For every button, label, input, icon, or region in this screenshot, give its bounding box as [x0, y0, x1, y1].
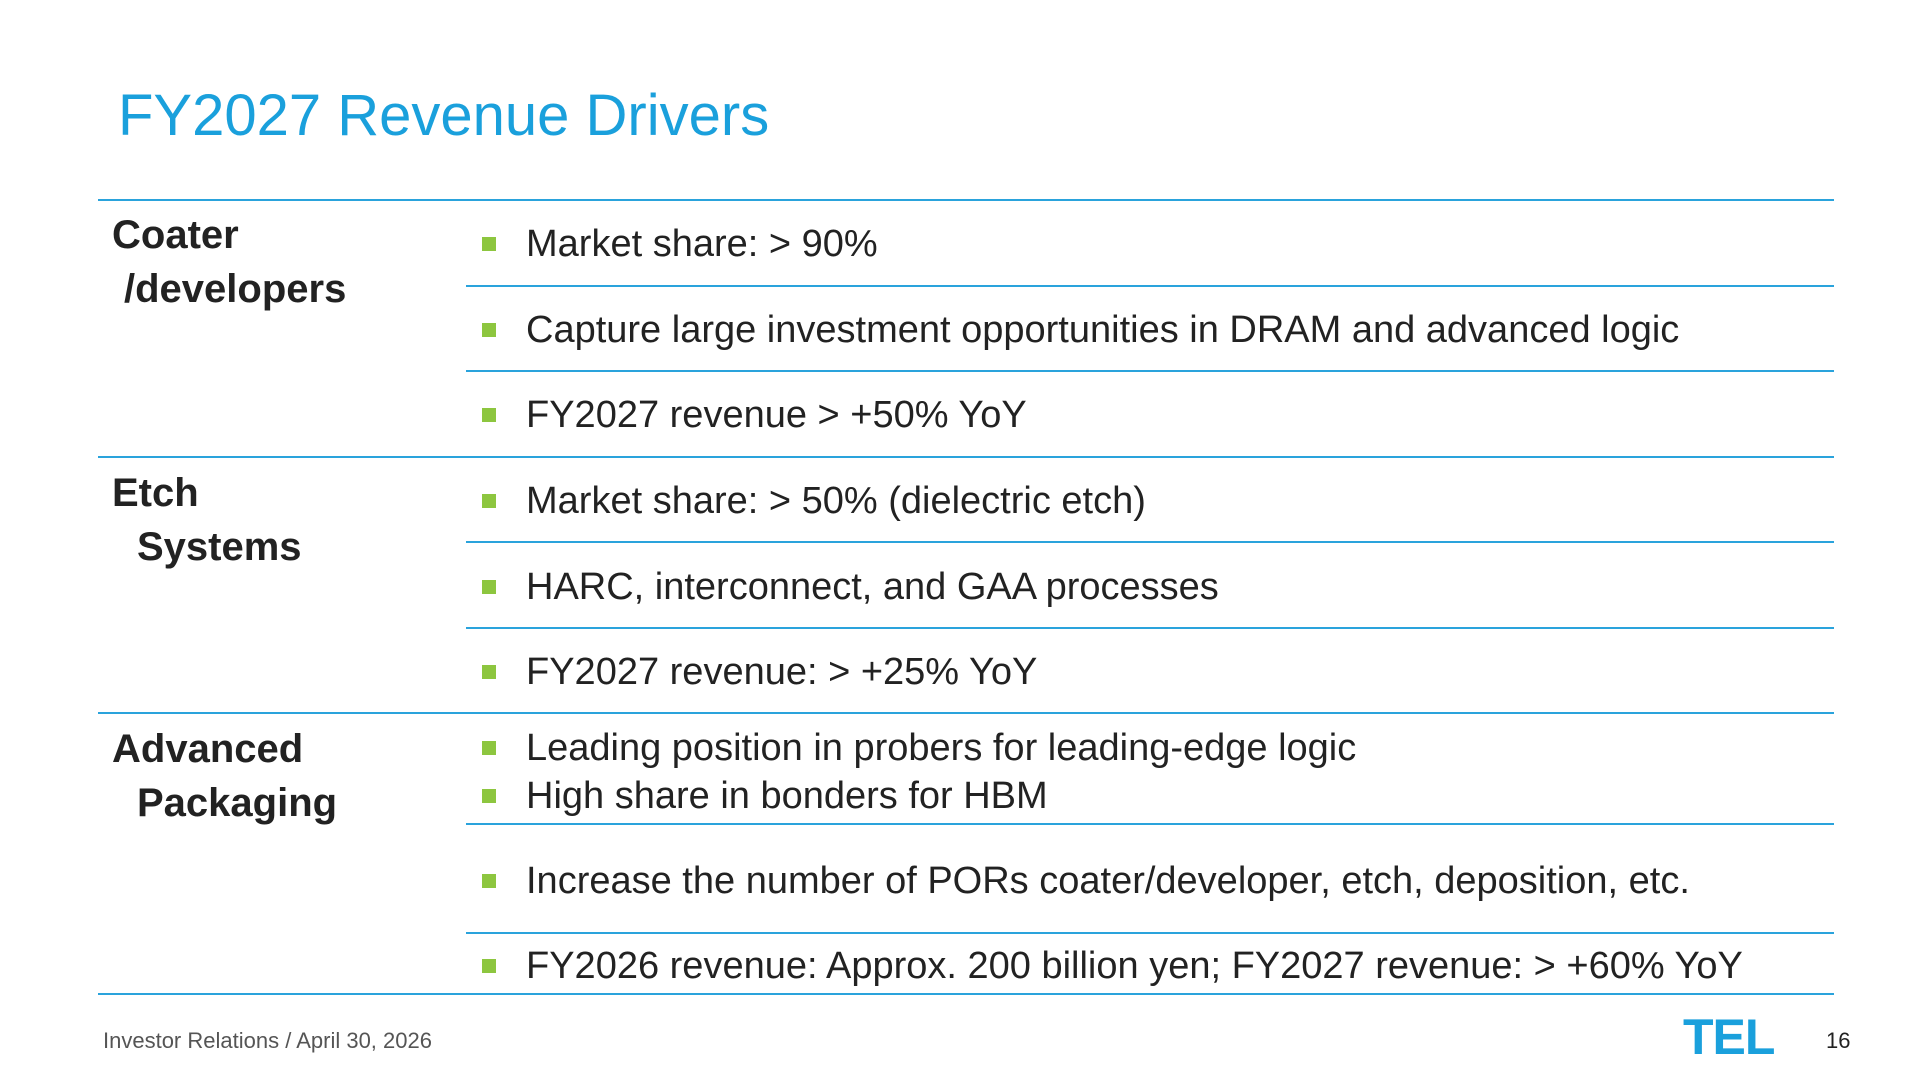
section-label-etch-systems: Etch Systems: [112, 466, 302, 574]
list-item: FY2026 revenue: Approx. 200 billion yen;…: [478, 942, 1743, 990]
bullet-text: High share in bonders for HBM: [526, 774, 1048, 817]
bullet-text: Increase the number of PORs coater/devel…: [526, 859, 1690, 902]
row-divider: [466, 370, 1834, 372]
section-divider: [98, 199, 1834, 201]
square-bullet-icon: [482, 323, 496, 337]
footer-text: Investor Relations / April 30, 2026: [103, 1028, 432, 1053]
section-label-line: Packaging: [137, 781, 338, 825]
page-title: FY2027 Revenue Drivers: [118, 83, 770, 148]
bullet-text: FY2027 revenue: > +25% YoY: [526, 650, 1038, 693]
list-item: FY2027 revenue > +50% YoY: [478, 391, 1027, 439]
row-divider: [466, 541, 1834, 543]
row-divider: [466, 932, 1834, 934]
section-label-advanced-packaging: Advanced Packaging: [112, 722, 337, 830]
bullet-text: Market share: > 50% (dielectric etch): [526, 479, 1146, 522]
square-bullet-icon: [482, 665, 496, 679]
list-item: High share in bonders for HBM: [478, 772, 1048, 820]
section-label-line: Systems: [137, 525, 302, 569]
square-bullet-icon: [482, 237, 496, 251]
section-label-line: Etch: [112, 471, 199, 515]
page-number: 16: [1826, 1028, 1851, 1053]
list-item: Market share: > 50% (dielectric etch): [478, 477, 1146, 525]
section-label-line: /developers: [124, 267, 347, 311]
list-item: HARC, interconnect, and GAA processes: [478, 563, 1219, 611]
section-label-line: Advanced: [112, 727, 304, 771]
square-bullet-icon: [482, 874, 496, 888]
section-divider: [98, 993, 1834, 995]
square-bullet-icon: [482, 494, 496, 508]
section-label-coater-developers: Coater /developers: [112, 208, 346, 316]
square-bullet-icon: [482, 789, 496, 803]
section-divider: [98, 456, 1834, 458]
tel-logo-icon: TEL: [1683, 1009, 1775, 1065]
list-item: FY2027 revenue: > +25% YoY: [478, 648, 1037, 696]
bullet-text: Market share: > 90%: [526, 222, 878, 265]
square-bullet-icon: [482, 580, 496, 594]
list-item: Leading position in probers for leading-…: [478, 724, 1356, 772]
section-divider: [98, 712, 1834, 714]
bullet-text: Leading position in probers for leading-…: [526, 726, 1357, 769]
row-divider: [466, 823, 1834, 825]
bullet-text: Capture large investment opportunities i…: [526, 308, 1680, 351]
row-divider: [466, 627, 1834, 629]
square-bullet-icon: [482, 741, 496, 755]
bullet-text: HARC, interconnect, and GAA processes: [526, 565, 1219, 608]
bullet-text: FY2026 revenue: Approx. 200 billion yen;…: [526, 944, 1743, 987]
logo-text: TEL: [1683, 1009, 1775, 1065]
square-bullet-icon: [482, 408, 496, 422]
section-label-line: Coater: [112, 213, 239, 257]
list-item: Market share: > 90%: [478, 220, 878, 268]
row-divider: [466, 285, 1834, 287]
square-bullet-icon: [482, 959, 496, 973]
list-item: Capture large investment opportunities i…: [478, 306, 1679, 354]
bullet-text: FY2027 revenue > +50% YoY: [526, 393, 1027, 436]
list-item: Increase the number of PORs coater/devel…: [478, 857, 1690, 905]
